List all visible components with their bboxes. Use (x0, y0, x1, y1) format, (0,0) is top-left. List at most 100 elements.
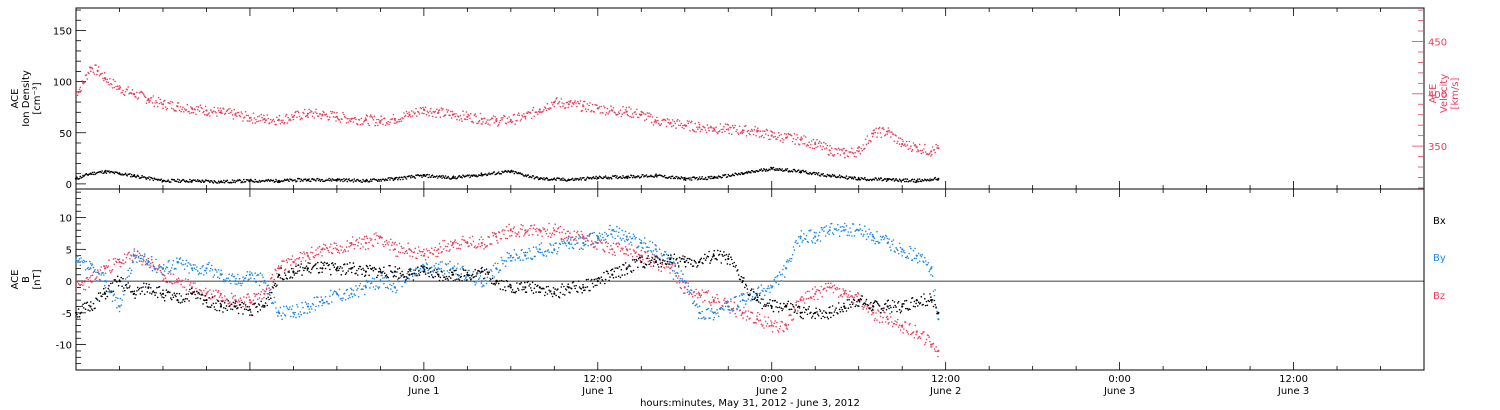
velocity-point (372, 119, 375, 121)
bz-point (544, 228, 546, 230)
velocity-point (900, 145, 903, 148)
velocity-point (405, 110, 408, 113)
velocity-point (338, 119, 341, 121)
velocity-point (475, 115, 477, 118)
bz-point (490, 243, 493, 245)
velocity-data-point (582, 105, 585, 108)
ion-density-point (671, 175, 674, 178)
ion-density-point (404, 176, 407, 179)
velocity-point (666, 118, 669, 120)
bx-point (291, 277, 294, 279)
velocity-point (929, 152, 931, 154)
bz-point (833, 284, 836, 287)
velocity-point (533, 115, 536, 118)
bz-point (107, 265, 109, 268)
velocity-point (896, 142, 898, 145)
velocity-point (199, 104, 202, 106)
velocity-point (397, 118, 400, 121)
bz-point (174, 280, 176, 282)
bz-point (616, 242, 618, 244)
by-point (885, 235, 888, 238)
ion-density-point (338, 178, 341, 180)
by-point (170, 269, 172, 272)
bz-point (652, 260, 655, 263)
velocity-point (169, 102, 171, 105)
bx-point (490, 282, 493, 285)
velocity-point (755, 134, 757, 137)
by-point (136, 261, 138, 264)
ion-density-point (704, 178, 706, 180)
ion-density-point (615, 176, 617, 179)
bx-point (251, 314, 254, 317)
ion-density-point (140, 176, 142, 179)
ion-density-point (124, 172, 127, 175)
by-point (505, 260, 508, 262)
by-point (817, 234, 820, 237)
velocity-point (643, 113, 645, 115)
by-data-point (292, 311, 295, 314)
by-point (671, 269, 674, 272)
ion-density-data-point (741, 172, 744, 175)
bz-point (611, 253, 614, 256)
bx-point (426, 267, 429, 270)
by-point (794, 241, 796, 244)
bz-point (326, 247, 329, 250)
by-point (912, 249, 915, 252)
bz-point (433, 249, 436, 251)
b-y-tick-label: 10 (59, 214, 72, 225)
bz-point (643, 262, 645, 265)
bz-point (183, 286, 186, 289)
velocity-point (551, 104, 554, 106)
velocity-point (664, 119, 667, 122)
bx-point (547, 285, 549, 288)
by-point (905, 256, 908, 259)
bz-point (358, 237, 361, 239)
by-point (437, 270, 439, 273)
ion-density-point (778, 167, 781, 170)
by-data-point (89, 267, 92, 270)
ion-density-point (287, 179, 290, 181)
velocity-point (295, 110, 297, 113)
ion-density-point (330, 178, 332, 181)
ion-density-data-point (567, 178, 570, 181)
bx-point (446, 277, 449, 280)
bz-point (801, 296, 803, 298)
by-point (239, 282, 242, 285)
bx-point (298, 270, 301, 272)
ion-density-data-point (683, 177, 686, 180)
bz-point (524, 233, 526, 235)
by-point (651, 241, 654, 244)
bz-point (884, 321, 887, 323)
bz-point (869, 303, 871, 305)
velocity-point (151, 102, 154, 104)
bz-data-point (669, 267, 672, 270)
bx-point (381, 272, 383, 274)
ion-density-point (636, 176, 638, 178)
bz-point (87, 278, 89, 281)
bz-point (247, 293, 249, 295)
by-point (387, 287, 390, 290)
bx-point (320, 261, 323, 264)
by-point (149, 266, 151, 269)
ion-density-point (369, 180, 371, 182)
ion-density-point (845, 175, 848, 177)
velocity-data-point (451, 113, 454, 116)
velocity-point (930, 155, 932, 157)
bz-point (755, 322, 757, 324)
ion-density-point (573, 179, 576, 181)
bz-point (176, 278, 178, 281)
ion-density-point (113, 172, 116, 175)
by-point (860, 233, 863, 235)
velocity-point (837, 147, 840, 150)
velocity-point (847, 155, 850, 158)
velocity-point (706, 124, 709, 126)
ion-density-point (622, 175, 624, 177)
by-point (416, 268, 418, 270)
bx-point (502, 288, 504, 291)
by-point (681, 279, 683, 282)
bz-point (716, 293, 718, 296)
bz-point (474, 245, 477, 247)
bz-point (448, 250, 450, 252)
by-point (906, 255, 909, 257)
bx-point (582, 283, 584, 286)
